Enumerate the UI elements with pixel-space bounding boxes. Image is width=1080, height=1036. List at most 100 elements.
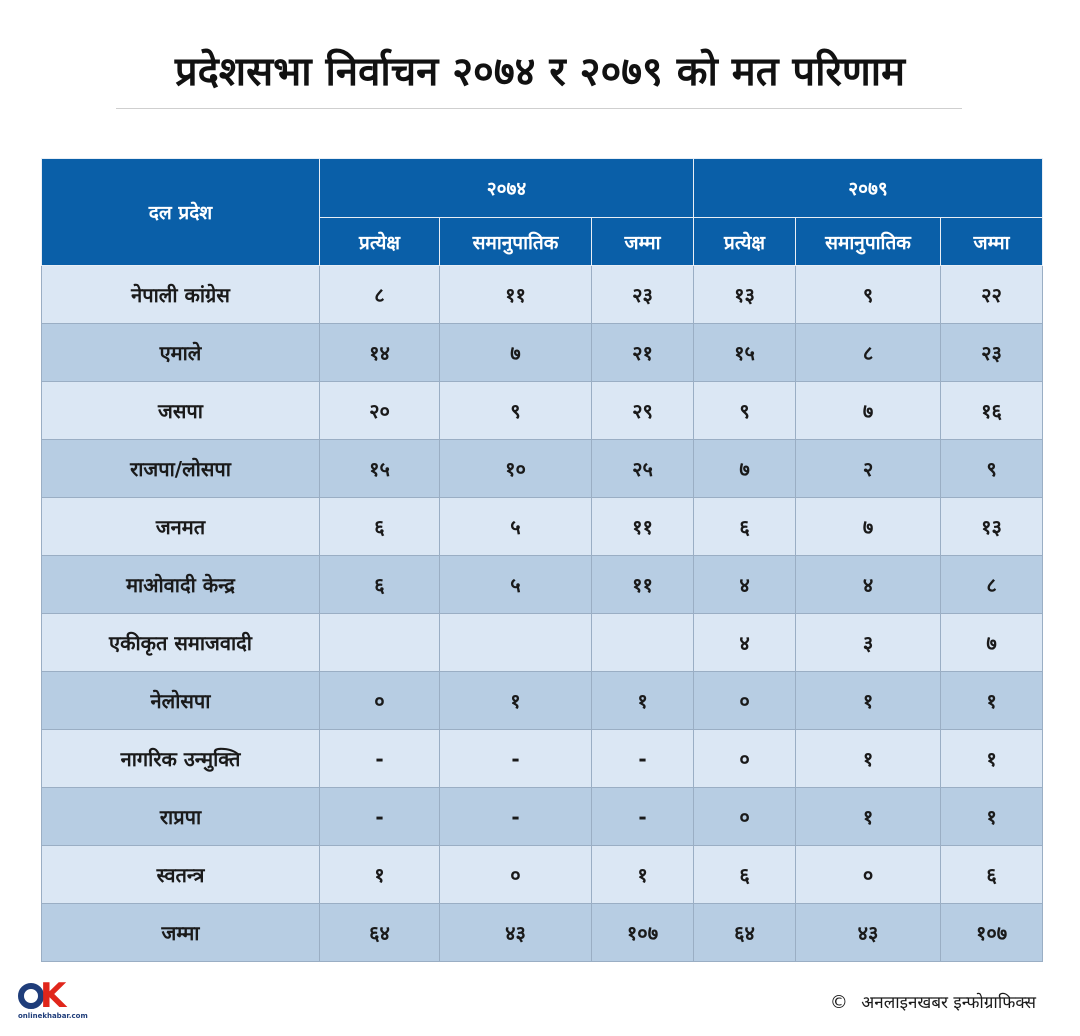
table-cell: ६	[693, 497, 797, 556]
table-cell: १०७	[590, 903, 695, 962]
table-cell	[439, 613, 592, 672]
party-name: नेपाली कांग्रेस	[41, 265, 320, 324]
party-name: राजपा/लोसपा	[41, 439, 320, 498]
table-cell: ११	[590, 555, 695, 614]
table-cell: १	[590, 845, 695, 904]
table-cell: ०	[319, 671, 440, 730]
logo-brand-text: onlinekhabar.com	[18, 1012, 88, 1020]
table-cell: २३	[940, 323, 1044, 382]
sub-header: जम्मा	[940, 217, 1044, 266]
table-cell: ६	[319, 497, 440, 556]
table-cell: ४	[795, 555, 942, 614]
table-cell: -	[319, 787, 440, 846]
table-row: एमाले १४ ७ २१ १५ ८ २३	[41, 323, 1044, 382]
table-cell: ४३	[795, 903, 942, 962]
table-cell: १४	[319, 323, 440, 382]
table-cell: १५	[693, 323, 797, 382]
table-cell: -	[439, 787, 592, 846]
party-name: नागरिक उन्मुक्ति	[41, 729, 320, 788]
table-cell: १	[940, 787, 1044, 846]
table-cell: ७	[439, 323, 592, 382]
table-cell: २३	[590, 265, 695, 324]
table-cell: १	[439, 671, 592, 730]
table-row: जसपा २० ९ २९ ९ ७ १६	[41, 381, 1044, 440]
table-cell: ५	[439, 555, 592, 614]
table-cell: १	[795, 671, 942, 730]
table-cell	[319, 613, 440, 672]
party-name: माओवादी केन्द्र	[41, 555, 320, 614]
party-name: नेलोसपा	[41, 671, 320, 730]
corner-header: दल प्रदेश	[41, 158, 320, 266]
party-name: एकीकृत समाजवादी	[41, 613, 320, 672]
table-cell: ४३	[439, 903, 592, 962]
table-cell: ३	[795, 613, 942, 672]
table-cell	[590, 613, 695, 672]
table-cell: १	[940, 671, 1044, 730]
table-cell: ९	[439, 381, 592, 440]
table-cell: ७	[940, 613, 1044, 672]
copyright-icon: ©	[829, 992, 848, 1013]
party-name: राप्रपा	[41, 787, 320, 846]
table-cell: २०	[319, 381, 440, 440]
table-cell: २९	[590, 381, 695, 440]
table-total-row: जम्मा ६४ ४३ १०७ ६४ ४३ १०७	[41, 903, 1044, 962]
table-cell: ११	[439, 265, 592, 324]
year-header-2079: २०७९	[693, 158, 1044, 218]
table-cell: ०	[795, 845, 942, 904]
sub-header: समानुपातिक	[439, 217, 592, 266]
table-cell: १	[795, 787, 942, 846]
table-row: नेपाली कांग्रेस ८ ११ २३ १३ ९ २२	[41, 265, 1044, 324]
table-cell: २१	[590, 323, 695, 382]
table-cell: १३	[940, 497, 1044, 556]
table-cell: १५	[319, 439, 440, 498]
table-cell: १	[795, 729, 942, 788]
table-cell: ११	[590, 497, 695, 556]
total-label: जम्मा	[41, 903, 320, 962]
table-cell: ६	[940, 845, 1044, 904]
table-cell: ६४	[693, 903, 797, 962]
party-name: जसपा	[41, 381, 320, 440]
table-cell: ८	[940, 555, 1044, 614]
page-title: प्रदेशसभा निर्वाचन २०७४ र २०७९ को मत परि…	[174, 49, 906, 95]
table-cell: १३	[693, 265, 797, 324]
party-name: स्वतन्त्र	[41, 845, 320, 904]
table-cell: -	[439, 729, 592, 788]
credit-line: © अनलाइनखबर इन्फोग्राफिक्स	[830, 990, 1036, 1013]
table-cell: -	[590, 787, 695, 846]
table-cell: ९	[693, 381, 797, 440]
table-cell: ६	[693, 845, 797, 904]
table-cell: ७	[795, 381, 942, 440]
table-cell: ६	[319, 555, 440, 614]
table-cell: ९	[795, 265, 942, 324]
table-row: नागरिक उन्मुक्ति - - -० १ १	[41, 729, 1044, 788]
sub-header: प्रत्येक्ष	[319, 217, 440, 266]
table-cell: ०	[693, 671, 797, 730]
party-name: एमाले	[41, 323, 320, 382]
table-row: जनमत ६ ५ ११ ६ ७ १३	[41, 497, 1044, 556]
table-cell: ८	[319, 265, 440, 324]
table-cell: ९	[940, 439, 1044, 498]
table-cell: २२	[940, 265, 1044, 324]
sub-header: जम्मा	[590, 217, 695, 266]
table-cell: ४	[693, 613, 797, 672]
table-row: स्वतन्त्र १ ० १ ६ ० ६	[41, 845, 1044, 904]
table-cell: ४	[693, 555, 797, 614]
table-row: नेलोसपा ० १ १ ० १ १	[41, 671, 1044, 730]
table-row: एकीकृत समाजवादी ४ ३ ७	[41, 613, 1044, 672]
table-row: राप्रपा - - -० १ १	[41, 787, 1044, 846]
onlinekhabar-logo: K onlinekhabar.com	[18, 977, 88, 1025]
table-cell: १०७	[940, 903, 1044, 962]
table-cell: ०	[439, 845, 592, 904]
table-cell: १	[940, 729, 1044, 788]
table-cell: १६	[940, 381, 1044, 440]
table-row: माओवादी केन्द्र ६ ५ ११ ४ ४ ८	[41, 555, 1044, 614]
table-cell: ७	[693, 439, 797, 498]
table-cell: -	[319, 729, 440, 788]
table-cell: १	[319, 845, 440, 904]
table-cell: १	[590, 671, 695, 730]
table-cell: ५	[439, 497, 592, 556]
table-row: राजपा/लोसपा १५ १० २५ ७ २ ९	[41, 439, 1044, 498]
table-cell: १०	[439, 439, 592, 498]
table-cell: ७	[795, 497, 942, 556]
table-cell: ०	[693, 787, 797, 846]
